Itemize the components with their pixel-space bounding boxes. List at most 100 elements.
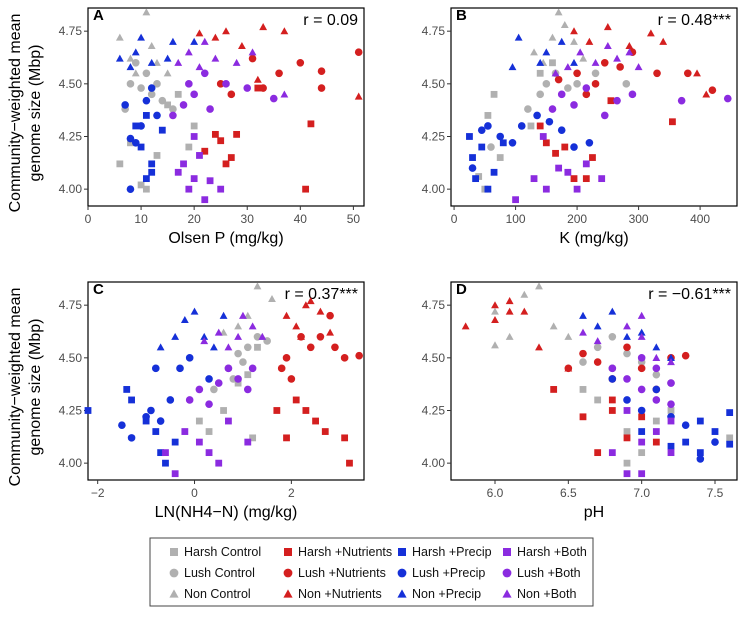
data-point: [283, 434, 290, 442]
data-point: [591, 58, 600, 66]
data-point: [570, 27, 578, 35]
legend-item: Harsh +Both: [503, 545, 587, 559]
x-axis-label: pH: [584, 504, 604, 521]
data-point: [142, 69, 151, 78]
data-point: [623, 332, 631, 340]
x-tick-label: 300: [629, 212, 649, 226]
data-point: [127, 139, 134, 147]
legend-item: Harsh +Precip: [398, 545, 492, 559]
data-point: [552, 149, 559, 157]
data-point: [190, 307, 199, 315]
data-point: [625, 48, 634, 56]
data-point: [142, 96, 151, 105]
data-point: [563, 63, 572, 71]
data-point: [316, 332, 325, 341]
data-point: [258, 332, 267, 340]
data-point: [280, 27, 289, 35]
data-point: [126, 54, 135, 62]
data-point: [201, 147, 209, 155]
data-point: [331, 343, 339, 352]
data-point: [118, 421, 126, 430]
data-point: [296, 58, 305, 67]
data-point: [607, 97, 615, 105]
data-point: [121, 101, 129, 109]
data-point: [174, 90, 182, 98]
data-point: [195, 438, 203, 446]
data-point: [726, 434, 734, 442]
x-tick-label: 6.5: [560, 486, 577, 500]
data-point: [625, 42, 634, 50]
data-point: [282, 311, 291, 319]
data-point: [162, 459, 169, 467]
data-point: [638, 470, 646, 478]
legend-label: Non +Precip: [412, 587, 481, 601]
data-point: [542, 48, 551, 56]
data-point: [234, 332, 243, 340]
data-point: [582, 160, 590, 168]
data-point: [555, 164, 563, 172]
data-point: [217, 137, 225, 145]
data-point: [179, 101, 188, 109]
data-point: [623, 434, 631, 442]
data-point: [128, 396, 135, 404]
data-point: [142, 175, 150, 183]
data-point: [166, 396, 175, 404]
legend-label: Lush +Precip: [412, 566, 485, 580]
data-point: [491, 301, 499, 309]
data-point: [667, 407, 675, 414]
data-point: [505, 307, 514, 315]
data-point: [234, 322, 243, 330]
data-point: [147, 406, 155, 415]
data-point: [573, 80, 581, 88]
data-point: [549, 59, 556, 67]
data-point: [277, 364, 286, 373]
data-point: [190, 37, 199, 45]
data-point: [603, 42, 612, 50]
y-tick-label: 4.00: [59, 182, 83, 196]
data-point: [622, 80, 631, 88]
data-point: [307, 120, 315, 128]
data-point: [570, 37, 578, 45]
legend-label: Lush +Nutrients: [298, 566, 386, 580]
x-tick-label: 0: [85, 212, 92, 226]
data-point: [551, 69, 560, 77]
data-point: [164, 101, 172, 109]
data-point: [220, 407, 227, 414]
data-point: [340, 354, 349, 362]
data-point: [151, 364, 160, 373]
data-point: [163, 69, 172, 77]
data-point: [711, 438, 719, 446]
data-point: [623, 428, 631, 435]
data-point: [312, 417, 319, 425]
data-point: [600, 111, 609, 120]
data-point: [209, 343, 218, 351]
data-point: [652, 417, 660, 425]
data-point: [147, 90, 156, 99]
data-point: [542, 185, 550, 193]
data-point: [593, 322, 602, 330]
data-point: [232, 58, 241, 66]
data-point: [652, 370, 661, 379]
data-point: [190, 122, 198, 130]
data-point: [275, 69, 283, 78]
data-point: [570, 143, 578, 151]
data-point: [608, 449, 616, 457]
data-point: [487, 143, 495, 151]
data-point: [508, 63, 517, 71]
data-point: [206, 105, 214, 113]
data-point: [512, 196, 519, 204]
data-point: [508, 139, 517, 147]
data-point: [280, 90, 289, 98]
data-point: [484, 122, 492, 130]
data-point: [185, 143, 193, 151]
legend-label: Lush +Both: [517, 566, 581, 580]
data-point: [200, 337, 209, 345]
data-point: [185, 185, 193, 193]
data-point: [214, 328, 223, 336]
correlation-annotation: r = 0.37***: [285, 286, 358, 303]
data-point: [158, 96, 167, 105]
legend-marker: [283, 589, 293, 598]
data-point: [696, 455, 705, 463]
data-point: [301, 301, 310, 309]
data-point: [238, 42, 246, 50]
